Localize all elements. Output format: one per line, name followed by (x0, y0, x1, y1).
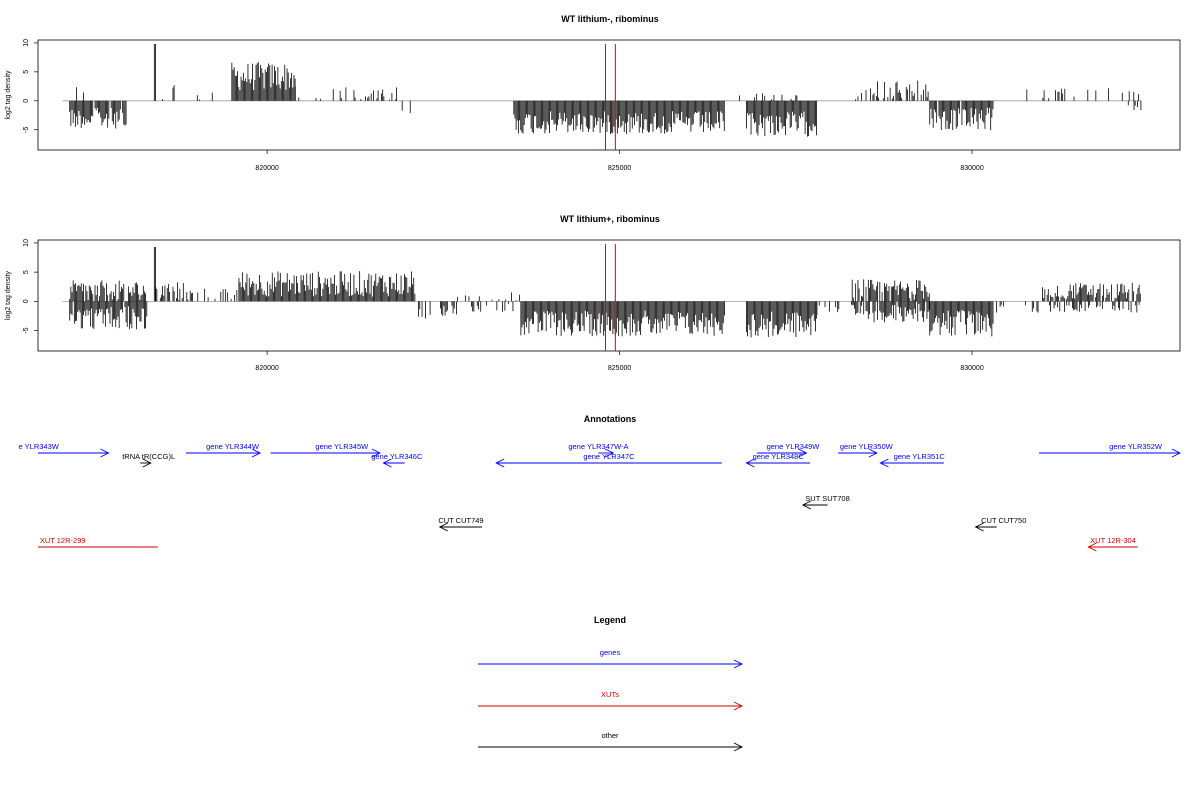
annotation-feature: gene YLR344W (186, 442, 262, 458)
feature-label: gene YLR352W (1109, 442, 1163, 451)
annotation-feature: gene YLR351C (879, 452, 946, 468)
x-tick-label: 830000 (960, 365, 983, 372)
y-tick-label: 5 (23, 270, 30, 274)
arrow-head-left-icon (1087, 542, 1097, 552)
arrow-head-left-icon (879, 458, 889, 468)
arrow-head-left-icon (745, 458, 755, 468)
annotations-track: Annotations e YLR343W tRNA tR(CCG)L gene YL… (19, 414, 1182, 552)
annotation-feature: gene YLR347C (495, 452, 722, 468)
annotation-feature: gene YLR350W (838, 442, 894, 458)
feature-label: gene YLR349W (767, 442, 821, 451)
arrow-head-right-icon (1171, 448, 1182, 458)
y-tick-label: 0 (23, 299, 30, 303)
legend-item: other (478, 731, 744, 752)
annotation-feature: gene YLR345W (270, 442, 381, 458)
y-tick-label: 10 (23, 39, 30, 47)
plot-frame (37, 239, 1181, 352)
x-tick-label: 820000 (255, 365, 278, 372)
density-bars (69, 44, 1142, 137)
arrow-head-left-icon (382, 458, 392, 468)
feature-label: e YLR343W (19, 442, 60, 451)
annotation-feature: gene YLR347W-A (568, 442, 629, 458)
annotation-feature: tRNA tR(CCG)L (122, 452, 175, 468)
feature-label: gene YLR344W (206, 442, 260, 451)
arrow-head-right-icon (371, 448, 381, 458)
legend-title: Legend (594, 615, 626, 625)
coverage-panel-1: WT lithium-, ribominus -5 0 5 10 log2 tag den… (5, 14, 1181, 172)
feature-label: gene YLR346C (371, 452, 423, 461)
x-tick-label: 830000 (960, 165, 983, 172)
feature-label: XUT 12R-299 (40, 536, 86, 545)
annotation-feature: SUT SUT708 (801, 494, 850, 510)
arrow-head-left-icon (495, 458, 505, 468)
arrow-head-right-icon (251, 448, 262, 458)
annotation-feature: gene YLR352W (1039, 442, 1182, 458)
annotations-title: Annotations (584, 414, 637, 424)
annotation-feature: CUT CUT749 (438, 516, 484, 532)
y-tick-label: 0 (23, 99, 30, 103)
legend-item: genes (478, 648, 744, 669)
y-tick-label: 10 (23, 239, 30, 247)
plot-frame (37, 39, 1181, 151)
feature-label: XUT 12R-304 (1090, 536, 1136, 545)
arrow-head-right-icon (733, 701, 744, 711)
legend: Legend genes XUTs other (478, 615, 744, 752)
x-tick-label: 820000 (255, 165, 278, 172)
arrow-head-right-icon (733, 659, 744, 669)
legend-label: genes (600, 648, 621, 657)
legend-label: other (601, 731, 619, 740)
panel-title: WT lithium+, ribominus (560, 214, 660, 224)
feature-label: gene YLR350W (840, 442, 894, 451)
feature-label: CUT CUT750 (981, 516, 1026, 525)
legend-item: XUTs (478, 690, 744, 711)
arrow-head-right-icon (733, 742, 744, 752)
arrow-head-right-icon (142, 458, 152, 468)
arrow-head-right-icon (868, 448, 878, 458)
feature-label: tRNA tR(CCG)L (122, 452, 175, 461)
feature-label: gene YLR347W-A (568, 442, 628, 451)
y-tick-label: 5 (23, 70, 30, 74)
feature-label: gene YLR345W (315, 442, 369, 451)
annotation-feature: XUT 12R-304 (1087, 536, 1138, 552)
annotation-feature: e YLR343W (19, 442, 110, 458)
arrow-head-left-icon (438, 522, 449, 532)
feature-label: gene YLR351C (894, 452, 946, 461)
density-bars (69, 247, 1141, 338)
feature-label: gene YLR348C (753, 452, 805, 461)
feature-label: gene YLR347C (583, 452, 635, 461)
annotation-feature: gene YLR349W (757, 442, 821, 458)
arrow-head-right-icon (798, 448, 808, 458)
x-tick-label: 825000 (608, 365, 631, 372)
y-axis-label: log2 tag density (5, 270, 12, 320)
x-tick-label: 825000 (608, 165, 631, 172)
y-tick-label: -5 (23, 127, 30, 133)
arrow-head-left-icon (801, 500, 812, 510)
y-axis-label: log2 tag density (5, 70, 12, 120)
arrow-head-left-icon (974, 522, 984, 532)
annotation-feature: XUT 12R-299 (38, 536, 158, 548)
panel-title: WT lithium-, ribominus (561, 14, 659, 24)
annotation-feature: CUT CUT750 (974, 516, 1026, 532)
coverage-panel-2: WT lithium+, ribominus -5 0 5 10 log2 tag den… (5, 214, 1181, 372)
feature-label: SUT SUT708 (805, 494, 849, 503)
y-tick-label: -5 (23, 327, 30, 333)
feature-label: CUT CUT749 (438, 516, 483, 525)
arrow-head-right-icon (100, 448, 110, 458)
arrow-head-right-icon (605, 448, 615, 458)
annotation-feature: gene YLR348C (745, 452, 810, 468)
legend-label: XUTs (601, 690, 619, 699)
annotation-feature: gene YLR346C (371, 452, 423, 468)
